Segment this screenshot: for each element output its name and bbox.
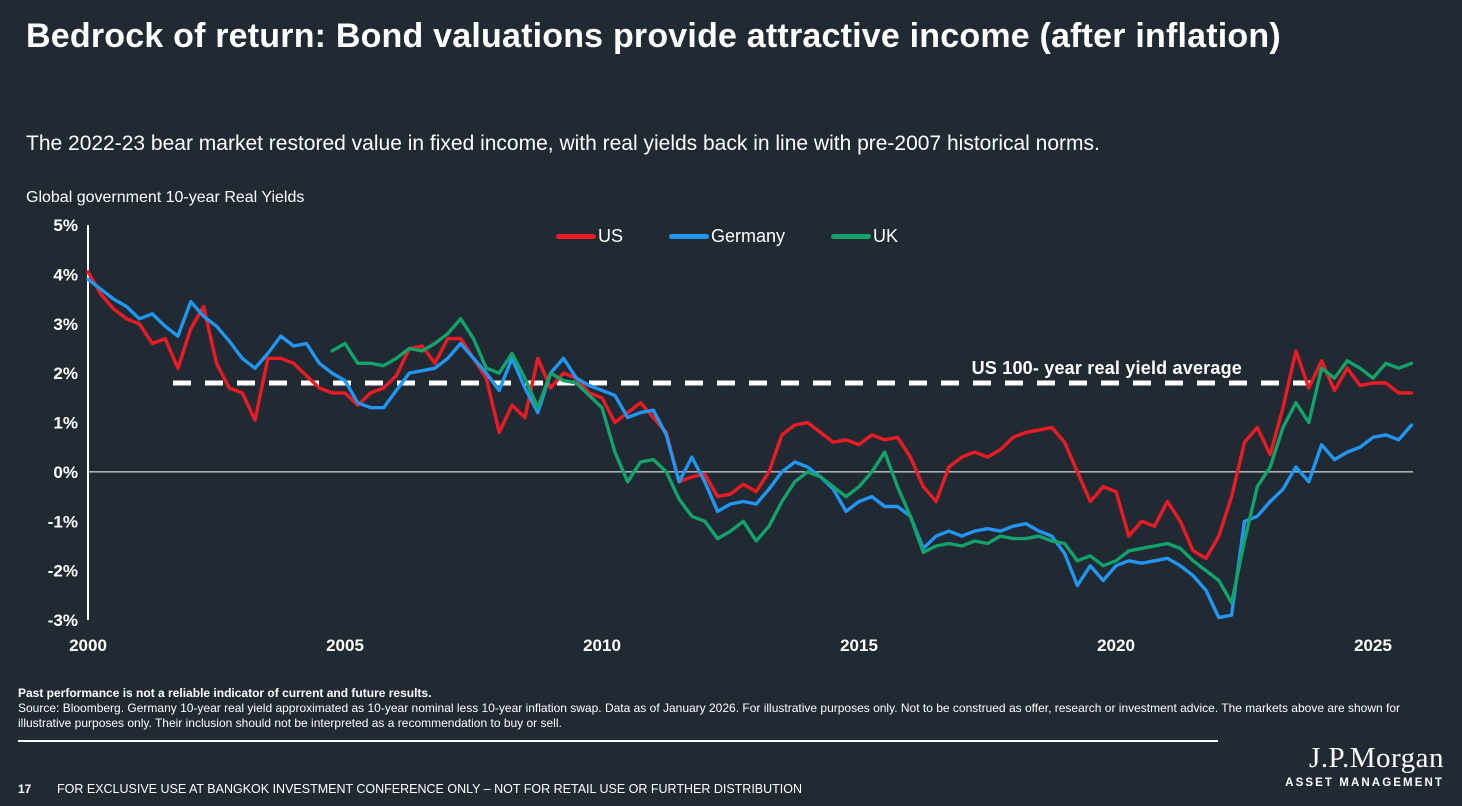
legend-label-uk: UK <box>873 226 899 246</box>
past-performance-note: Past performance is not a reliable indic… <box>18 686 432 700</box>
x-tick-label: 2020 <box>1097 636 1135 655</box>
x-tick-label: 2005 <box>326 636 364 655</box>
legend-item-germany: Germany <box>669 226 785 247</box>
legend-swatch-germany <box>669 234 710 239</box>
chart-legend: US Germany UK <box>556 226 898 247</box>
page-title: Bedrock of return: Bond valuations provi… <box>26 17 1281 55</box>
legend-swatch-uk <box>831 234 872 239</box>
series-line-us <box>86 270 1414 560</box>
logo-division: ASSET MANAGEMENT <box>1285 777 1444 789</box>
y-tick-label: 4% <box>53 265 78 284</box>
x-tick-label: 2000 <box>69 636 107 655</box>
y-tick-label: -2% <box>48 562 78 581</box>
x-tick-label: 2010 <box>583 636 621 655</box>
series-line-germany <box>86 277 1414 620</box>
source-note: Source: Bloomberg. Germany 10-year real … <box>18 701 1401 731</box>
series-line-uk <box>330 317 1414 605</box>
chart-title: Global government 10-year Real Yields <box>26 189 305 206</box>
y-tick-label: -3% <box>48 611 78 630</box>
legend-swatch-us <box>556 234 596 239</box>
jpmorgan-logo: J.P.Morgan ASSET MANAGEMENT <box>1285 742 1444 789</box>
usage-statement: FOR EXCLUSIVE USE AT BANGKOK INVESTMENT … <box>57 782 803 796</box>
y-tick-label: 2% <box>53 364 78 383</box>
legend-item-uk: UK <box>831 226 898 247</box>
y-tick-label: -1% <box>48 512 78 531</box>
page-subtitle: The 2022-23 bear market restored value i… <box>26 132 1100 155</box>
legend-label-us: US <box>598 226 624 246</box>
y-tick-label: 1% <box>53 414 78 433</box>
yield-chart-area: Global government 10-year Real Yields US… <box>26 189 1414 655</box>
page-number: 17 <box>18 782 32 796</box>
logo-brand: J.P.Morgan <box>1309 742 1444 774</box>
bottom-bar: 17 FOR EXCLUSIVE USE AT BANGKOK INVESTME… <box>0 742 1462 806</box>
footnotes: Past performance is not a reliable indic… <box>18 686 1445 731</box>
legend-label-germany: Germany <box>711 226 786 246</box>
yield-chart: 5% 4% 3% 2% 1% 0% -1% -2% -3% 2000 2005 2010 2015 202… <box>48 216 1414 655</box>
y-tick-label: 5% <box>53 216 78 235</box>
legend-item-us: US <box>556 226 623 247</box>
average-line-annotation: US 100- year real yield average <box>971 358 1242 378</box>
x-tick-label: 2015 <box>840 636 878 655</box>
y-tick-label: 0% <box>53 463 78 482</box>
footer-divider <box>18 740 1218 742</box>
y-tick-label: 3% <box>53 315 78 334</box>
x-tick-label: 2025 <box>1354 636 1392 655</box>
